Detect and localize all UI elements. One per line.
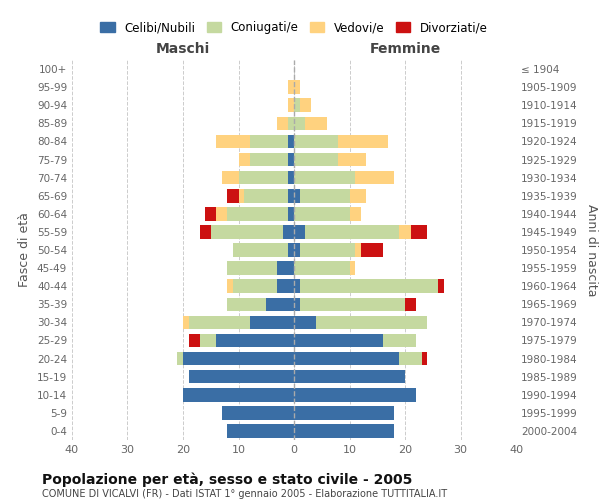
Bar	[216, 334, 294, 347]
Text: Maschi: Maschi	[156, 42, 210, 56]
Bar	[294, 116, 305, 130]
Bar	[244, 189, 289, 202]
Y-axis label: Fasce di età: Fasce di età	[19, 212, 31, 288]
Bar	[294, 370, 405, 384]
Bar	[400, 352, 422, 366]
Bar	[305, 116, 328, 130]
Bar	[216, 134, 250, 148]
Bar	[233, 280, 277, 293]
Bar	[299, 298, 405, 311]
Bar	[294, 334, 383, 347]
Bar	[361, 243, 383, 257]
Bar	[294, 207, 349, 220]
Bar	[294, 406, 394, 419]
Bar	[222, 171, 239, 184]
Bar	[355, 171, 394, 184]
Bar	[294, 316, 316, 329]
Bar	[283, 225, 294, 238]
Bar	[277, 116, 289, 130]
Bar	[294, 424, 394, 438]
Bar	[316, 316, 427, 329]
Bar	[410, 225, 427, 238]
Bar	[277, 280, 294, 293]
Bar	[233, 243, 289, 257]
Bar	[239, 189, 244, 202]
Bar	[227, 298, 266, 311]
Y-axis label: Anni di nascita: Anni di nascita	[586, 204, 598, 296]
Bar	[183, 388, 294, 402]
Bar	[294, 134, 338, 148]
Bar	[305, 225, 400, 238]
Bar	[250, 134, 289, 148]
Bar	[200, 334, 216, 347]
Bar	[266, 298, 294, 311]
Bar	[338, 152, 366, 166]
Bar	[178, 352, 183, 366]
Bar	[227, 189, 239, 202]
Bar	[289, 243, 294, 257]
Bar	[227, 280, 233, 293]
Bar	[183, 352, 294, 366]
Bar	[294, 352, 400, 366]
Bar	[239, 152, 250, 166]
Bar	[289, 134, 294, 148]
Bar	[289, 207, 294, 220]
Bar	[294, 189, 299, 202]
Bar	[383, 334, 416, 347]
Bar	[289, 116, 294, 130]
Bar	[200, 225, 211, 238]
Bar	[405, 298, 416, 311]
Legend: Celibi/Nubili, Coniugati/e, Vedovi/e, Divorziati/e: Celibi/Nubili, Coniugati/e, Vedovi/e, Di…	[95, 16, 493, 39]
Bar	[294, 80, 299, 94]
Bar	[438, 280, 444, 293]
Bar	[188, 370, 294, 384]
Bar	[299, 280, 439, 293]
Bar	[294, 98, 299, 112]
Bar	[188, 316, 250, 329]
Bar	[250, 316, 294, 329]
Bar	[338, 134, 388, 148]
Bar	[205, 207, 216, 220]
Bar	[299, 98, 311, 112]
Bar	[294, 388, 416, 402]
Bar	[294, 280, 299, 293]
Bar	[299, 189, 349, 202]
Bar	[227, 207, 289, 220]
Text: Femmine: Femmine	[370, 42, 440, 56]
Bar	[250, 152, 289, 166]
Bar	[289, 189, 294, 202]
Text: Popolazione per età, sesso e stato civile - 2005: Popolazione per età, sesso e stato civil…	[42, 472, 412, 487]
Bar	[294, 152, 338, 166]
Bar	[188, 334, 200, 347]
Bar	[294, 243, 299, 257]
Bar	[294, 171, 355, 184]
Text: COMUNE DI VICALVI (FR) - Dati ISTAT 1° gennaio 2005 - Elaborazione TUTTITALIA.IT: COMUNE DI VICALVI (FR) - Dati ISTAT 1° g…	[42, 489, 447, 499]
Bar	[216, 207, 227, 220]
Bar	[294, 262, 349, 275]
Bar	[227, 262, 277, 275]
Bar	[355, 243, 361, 257]
Bar	[422, 352, 427, 366]
Bar	[294, 298, 299, 311]
Bar	[289, 98, 294, 112]
Bar	[299, 243, 355, 257]
Bar	[400, 225, 410, 238]
Bar	[211, 225, 283, 238]
Bar	[294, 225, 305, 238]
Bar	[239, 171, 289, 184]
Bar	[183, 316, 188, 329]
Bar	[349, 189, 366, 202]
Bar	[289, 80, 294, 94]
Bar	[277, 262, 294, 275]
Bar	[289, 171, 294, 184]
Bar	[349, 207, 361, 220]
Bar	[349, 262, 355, 275]
Bar	[289, 152, 294, 166]
Bar	[227, 424, 294, 438]
Bar	[222, 406, 294, 419]
